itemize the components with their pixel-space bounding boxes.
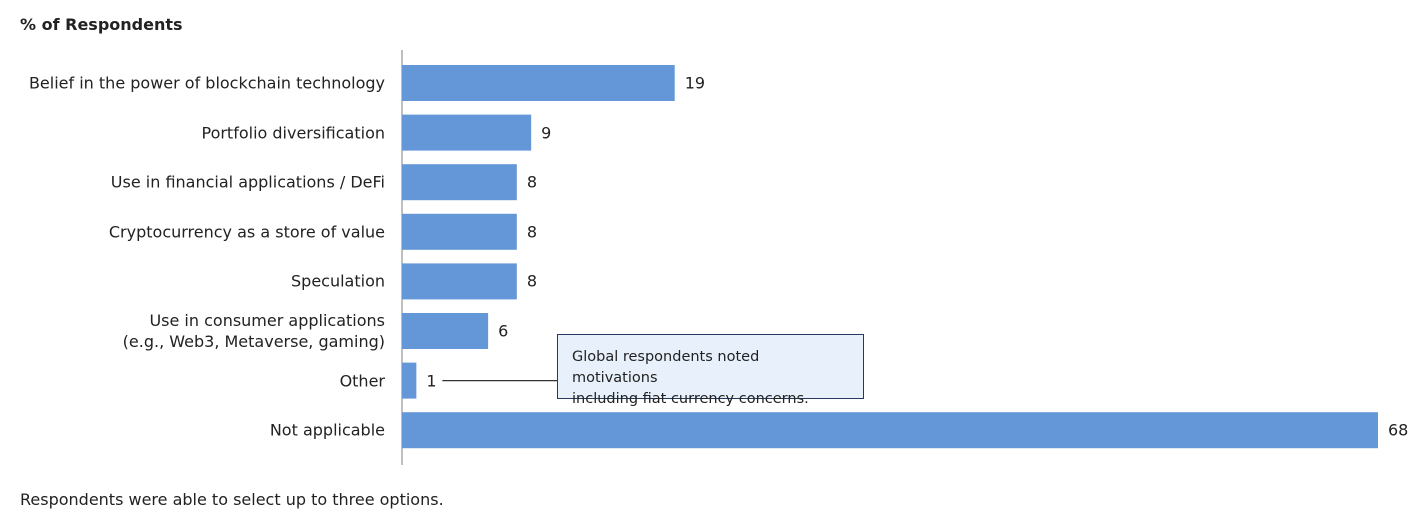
y-tick-label: Not applicable	[269, 420, 385, 440]
bar	[402, 114, 532, 151]
data-label: 9	[541, 123, 552, 143]
data-label: 6	[498, 321, 509, 341]
y-tick-label: Other	[339, 371, 385, 391]
chart-title: % of Respondents	[20, 15, 183, 34]
y-tick-label: Speculation	[291, 271, 385, 291]
data-label: 19	[684, 73, 706, 93]
bar	[402, 213, 517, 250]
bar	[402, 263, 517, 300]
y-tick-label: Portfolio diversification	[201, 123, 385, 143]
data-label: 8	[526, 172, 537, 192]
y-tick-label: Use in consumer applications (e.g., Web3…	[122, 311, 385, 351]
bar	[402, 362, 417, 399]
bar	[402, 164, 517, 201]
y-tick-label: Belief in the power of blockchain techno…	[28, 73, 385, 93]
y-tick-label: Use in financial applications / DeFi	[110, 172, 385, 192]
data-label: 8	[526, 271, 537, 291]
data-label: 1	[426, 371, 437, 391]
bar	[402, 313, 489, 349]
y-tick-label: Cryptocurrency as a store of value	[108, 222, 385, 242]
bar	[402, 65, 675, 101]
annotation: Global respondents noted motivations inc…	[557, 334, 864, 407]
bar	[402, 412, 1378, 449]
footnote: Respondents were able to select up to th…	[20, 490, 444, 509]
data-label: 8	[526, 222, 537, 242]
data-label: 68	[1388, 420, 1409, 440]
